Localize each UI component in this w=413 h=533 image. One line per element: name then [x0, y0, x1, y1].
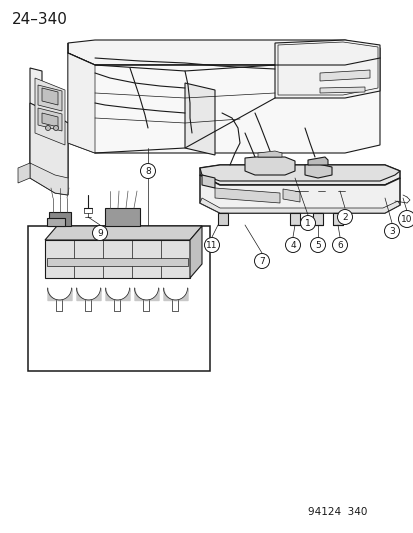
Polygon shape [199, 175, 399, 213]
Polygon shape [289, 213, 299, 225]
Circle shape [53, 125, 58, 131]
Text: 24–340: 24–340 [12, 12, 68, 27]
Polygon shape [304, 164, 331, 178]
Polygon shape [45, 240, 190, 278]
Text: 94124  340: 94124 340 [307, 507, 366, 517]
Polygon shape [257, 151, 281, 157]
Polygon shape [38, 85, 62, 111]
Circle shape [140, 164, 155, 179]
Polygon shape [190, 226, 202, 278]
Polygon shape [105, 208, 140, 226]
Circle shape [337, 209, 351, 224]
Polygon shape [307, 157, 327, 165]
Text: 3: 3 [388, 227, 394, 236]
Circle shape [332, 238, 347, 253]
Polygon shape [68, 53, 379, 153]
Polygon shape [49, 212, 71, 226]
Polygon shape [282, 189, 299, 202]
Polygon shape [244, 157, 294, 175]
Polygon shape [42, 88, 58, 105]
Circle shape [45, 125, 50, 131]
Polygon shape [274, 40, 379, 98]
Text: 1: 1 [304, 219, 310, 228]
Polygon shape [68, 40, 379, 65]
Text: 6: 6 [336, 240, 342, 249]
Text: 10: 10 [400, 214, 412, 223]
Text: 2: 2 [342, 213, 347, 222]
Polygon shape [202, 175, 214, 188]
Polygon shape [38, 108, 62, 131]
Polygon shape [30, 163, 68, 195]
Polygon shape [42, 113, 58, 127]
Polygon shape [319, 87, 364, 93]
Text: 4: 4 [290, 240, 295, 249]
Polygon shape [214, 188, 279, 203]
Circle shape [92, 225, 107, 240]
Polygon shape [332, 213, 342, 225]
Polygon shape [30, 103, 68, 195]
Polygon shape [35, 78, 65, 145]
Circle shape [310, 238, 325, 253]
Circle shape [384, 223, 399, 238]
Polygon shape [30, 68, 68, 178]
Circle shape [254, 254, 269, 269]
Polygon shape [47, 218, 65, 226]
Text: 8: 8 [145, 166, 150, 175]
Circle shape [300, 215, 315, 230]
Polygon shape [312, 213, 322, 225]
Polygon shape [185, 83, 214, 155]
Text: 5: 5 [314, 240, 320, 249]
Polygon shape [47, 258, 188, 266]
Polygon shape [18, 163, 30, 183]
Polygon shape [68, 43, 95, 153]
Circle shape [285, 238, 300, 253]
Polygon shape [199, 198, 399, 213]
Circle shape [204, 238, 219, 253]
Text: 11: 11 [206, 240, 217, 249]
Polygon shape [319, 70, 369, 81]
Polygon shape [45, 226, 202, 240]
Text: 7: 7 [259, 256, 264, 265]
Text: 9: 9 [97, 229, 102, 238]
Polygon shape [199, 165, 399, 181]
Polygon shape [218, 213, 228, 225]
Bar [28, 226, 209, 371]
Circle shape [398, 211, 413, 228]
Polygon shape [199, 165, 399, 185]
